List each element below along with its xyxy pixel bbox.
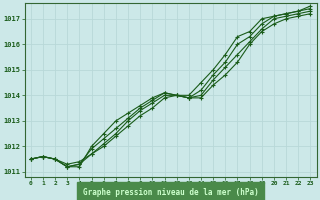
X-axis label: Graphe pression niveau de la mer (hPa): Graphe pression niveau de la mer (hPa)	[83, 188, 259, 197]
